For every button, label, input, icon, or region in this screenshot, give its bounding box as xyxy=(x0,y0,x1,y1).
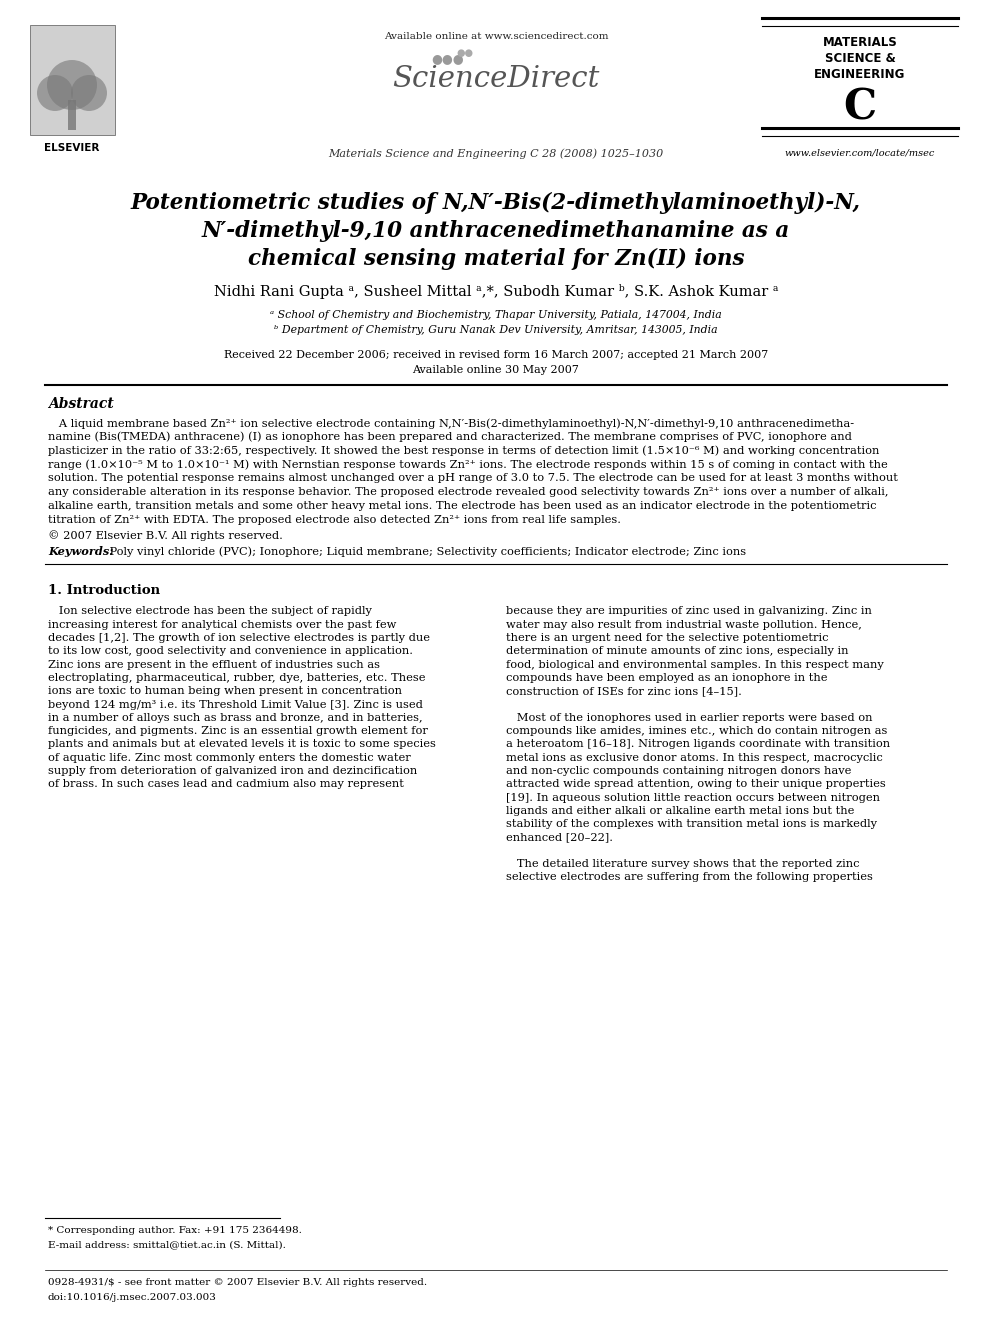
Text: water may also result from industrial waste pollution. Hence,: water may also result from industrial wa… xyxy=(506,619,862,630)
Text: Zinc ions are present in the effluent of industries such as: Zinc ions are present in the effluent of… xyxy=(48,660,380,669)
Text: 0928-4931/$ - see front matter © 2007 Elsevier B.V. All rights reserved.: 0928-4931/$ - see front matter © 2007 El… xyxy=(48,1278,428,1287)
Text: titration of Zn²⁺ with EDTA. The proposed electrode also detected Zn²⁺ ions from: titration of Zn²⁺ with EDTA. The propose… xyxy=(48,515,621,525)
Text: selective electrodes are suffering from the following properties: selective electrodes are suffering from … xyxy=(506,872,873,882)
Text: of aquatic life. Zinc most commonly enters the domestic water: of aquatic life. Zinc most commonly ente… xyxy=(48,753,411,762)
Text: © 2007 Elsevier B.V. All rights reserved.: © 2007 Elsevier B.V. All rights reserved… xyxy=(48,531,283,541)
Text: ENGINEERING: ENGINEERING xyxy=(814,67,906,81)
Text: Nidhi Rani Gupta ᵃ, Susheel Mittal ᵃ,*, Subodh Kumar ᵇ, S.K. Ashok Kumar ᵃ: Nidhi Rani Gupta ᵃ, Susheel Mittal ᵃ,*, … xyxy=(213,284,779,299)
Text: N′-dimethyl-9,10 anthracenedimethanamine as a: N′-dimethyl-9,10 anthracenedimethanamine… xyxy=(202,220,790,242)
Text: chemical sensing material for Zn(II) ions: chemical sensing material for Zn(II) ion… xyxy=(248,247,744,270)
Text: E-mail address: smittal@tiet.ac.in (S. Mittal).: E-mail address: smittal@tiet.ac.in (S. M… xyxy=(48,1240,286,1249)
Text: plants and animals but at elevated levels it is toxic to some species: plants and animals but at elevated level… xyxy=(48,740,435,749)
Text: of brass. In such cases lead and cadmium also may represent: of brass. In such cases lead and cadmium… xyxy=(48,779,404,790)
Text: increasing interest for analytical chemists over the past few: increasing interest for analytical chemi… xyxy=(48,619,397,630)
Text: Available online 30 May 2007: Available online 30 May 2007 xyxy=(413,365,579,374)
Text: compounds have been employed as an ionophore in the: compounds have been employed as an ionop… xyxy=(506,673,827,683)
Text: www.elsevier.com/locate/msec: www.elsevier.com/locate/msec xyxy=(785,148,935,157)
Text: SCIENCE &: SCIENCE & xyxy=(824,52,896,65)
Text: compounds like amides, imines etc., which do contain nitrogen as: compounds like amides, imines etc., whic… xyxy=(506,726,888,736)
Text: C: C xyxy=(843,87,877,130)
Text: ᵇ Department of Chemistry, Guru Nanak Dev University, Amritsar, 143005, India: ᵇ Department of Chemistry, Guru Nanak De… xyxy=(274,325,718,335)
Text: supply from deterioration of galvanized iron and dezincification: supply from deterioration of galvanized … xyxy=(48,766,418,777)
Text: and non-cyclic compounds containing nitrogen donors have: and non-cyclic compounds containing nitr… xyxy=(506,766,851,777)
Text: electroplating, pharmaceutical, rubber, dye, batteries, etc. These: electroplating, pharmaceutical, rubber, … xyxy=(48,673,426,683)
Text: alkaline earth, transition metals and some other heavy metal ions. The electrode: alkaline earth, transition metals and so… xyxy=(48,501,877,511)
Text: determination of minute amounts of zinc ions, especially in: determination of minute amounts of zinc … xyxy=(506,647,848,656)
Text: ●●●: ●●● xyxy=(432,52,464,65)
Text: ions are toxic to human being when present in concentration: ions are toxic to human being when prese… xyxy=(48,687,402,696)
Text: Ion selective electrode has been the subject of rapidly: Ion selective electrode has been the sub… xyxy=(48,606,372,617)
Text: [19]. In aqueous solution little reaction occurs between nitrogen: [19]. In aqueous solution little reactio… xyxy=(506,792,880,803)
Text: Materials Science and Engineering C 28 (2008) 1025–1030: Materials Science and Engineering C 28 (… xyxy=(328,148,664,159)
Text: doi:10.1016/j.msec.2007.03.003: doi:10.1016/j.msec.2007.03.003 xyxy=(48,1293,217,1302)
Circle shape xyxy=(71,75,107,111)
Text: attracted wide spread attention, owing to their unique properties: attracted wide spread attention, owing t… xyxy=(506,779,886,790)
Text: solution. The potential response remains almost unchanged over a pH range of 3.0: solution. The potential response remains… xyxy=(48,474,898,483)
Text: Abstract: Abstract xyxy=(48,397,114,411)
Text: food, biological and environmental samples. In this respect many: food, biological and environmental sampl… xyxy=(506,660,884,669)
Text: range (1.0×10⁻⁵ M to 1.0×10⁻¹ M) with Nernstian response towards Zn²⁺ ions. The : range (1.0×10⁻⁵ M to 1.0×10⁻¹ M) with Ne… xyxy=(48,459,888,470)
Text: a heteroatom [16–18]. Nitrogen ligands coordinate with transition: a heteroatom [16–18]. Nitrogen ligands c… xyxy=(506,740,890,749)
Text: Available online at www.sciencedirect.com: Available online at www.sciencedirect.co… xyxy=(384,32,608,41)
Text: to its low cost, good selectivity and convenience in application.: to its low cost, good selectivity and co… xyxy=(48,647,413,656)
Text: any considerable alteration in its response behavior. The proposed electrode rev: any considerable alteration in its respo… xyxy=(48,487,889,497)
Text: The detailed literature survey shows that the reported zinc: The detailed literature survey shows tha… xyxy=(506,859,859,869)
Text: ᵃ School of Chemistry and Biochemistry, Thapar University, Patiala, 147004, Indi: ᵃ School of Chemistry and Biochemistry, … xyxy=(270,310,722,320)
Text: ●●: ●● xyxy=(456,48,473,58)
Text: Keywords:: Keywords: xyxy=(48,546,113,557)
Text: Poly vinyl chloride (PVC); Ionophore; Liquid membrane; Selectivity coefficients;: Poly vinyl chloride (PVC); Ionophore; Li… xyxy=(106,546,746,557)
Text: ligands and either alkali or alkaline earth metal ions but the: ligands and either alkali or alkaline ea… xyxy=(506,806,854,816)
Text: ELSEVIER: ELSEVIER xyxy=(45,143,99,153)
Text: ScienceDirect: ScienceDirect xyxy=(392,65,600,93)
Text: A liquid membrane based Zn²⁺ ion selective electrode containing N,N′-Bis(2-dimet: A liquid membrane based Zn²⁺ ion selecti… xyxy=(48,418,854,429)
Text: Potentiometric studies of N,N′-Bis(2-dimethylaminoethyl)-N,: Potentiometric studies of N,N′-Bis(2-dim… xyxy=(131,192,861,214)
Text: because they are impurities of zinc used in galvanizing. Zinc in: because they are impurities of zinc used… xyxy=(506,606,872,617)
Text: there is an urgent need for the selective potentiometric: there is an urgent need for the selectiv… xyxy=(506,632,828,643)
Text: namine (Bis(TMEDA) anthracene) (I) as ionophore has been prepared and characteri: namine (Bis(TMEDA) anthracene) (I) as io… xyxy=(48,431,852,442)
Text: metal ions as exclusive donor atoms. In this respect, macrocyclic: metal ions as exclusive donor atoms. In … xyxy=(506,753,883,762)
Text: * Corresponding author. Fax: +91 175 2364498.: * Corresponding author. Fax: +91 175 236… xyxy=(48,1226,302,1234)
Text: fungicides, and pigments. Zinc is an essential growth element for: fungicides, and pigments. Zinc is an ess… xyxy=(48,726,428,736)
Circle shape xyxy=(47,60,97,110)
Text: in a number of alloys such as brass and bronze, and in batteries,: in a number of alloys such as brass and … xyxy=(48,713,423,722)
Bar xyxy=(68,101,76,130)
Text: MATERIALS: MATERIALS xyxy=(822,36,898,49)
Text: beyond 124 mg/m³ i.e. its Threshold Limit Value [3]. Zinc is used: beyond 124 mg/m³ i.e. its Threshold Limi… xyxy=(48,700,423,709)
Text: plasticizer in the ratio of 33:2:65, respectively. It showed the best response i: plasticizer in the ratio of 33:2:65, res… xyxy=(48,446,879,456)
Text: decades [1,2]. The growth of ion selective electrodes is partly due: decades [1,2]. The growth of ion selecti… xyxy=(48,632,430,643)
Text: 1. Introduction: 1. Introduction xyxy=(48,585,160,598)
Circle shape xyxy=(37,75,73,111)
Text: Received 22 December 2006; received in revised form 16 March 2007; accepted 21 M: Received 22 December 2006; received in r… xyxy=(224,351,768,360)
Bar xyxy=(30,25,115,135)
Text: enhanced [20–22].: enhanced [20–22]. xyxy=(506,832,613,843)
Text: Most of the ionophores used in earlier reports were based on: Most of the ionophores used in earlier r… xyxy=(506,713,873,722)
Text: stability of the complexes with transition metal ions is markedly: stability of the complexes with transiti… xyxy=(506,819,877,830)
Text: construction of ISEs for zinc ions [4–15].: construction of ISEs for zinc ions [4–15… xyxy=(506,687,742,696)
